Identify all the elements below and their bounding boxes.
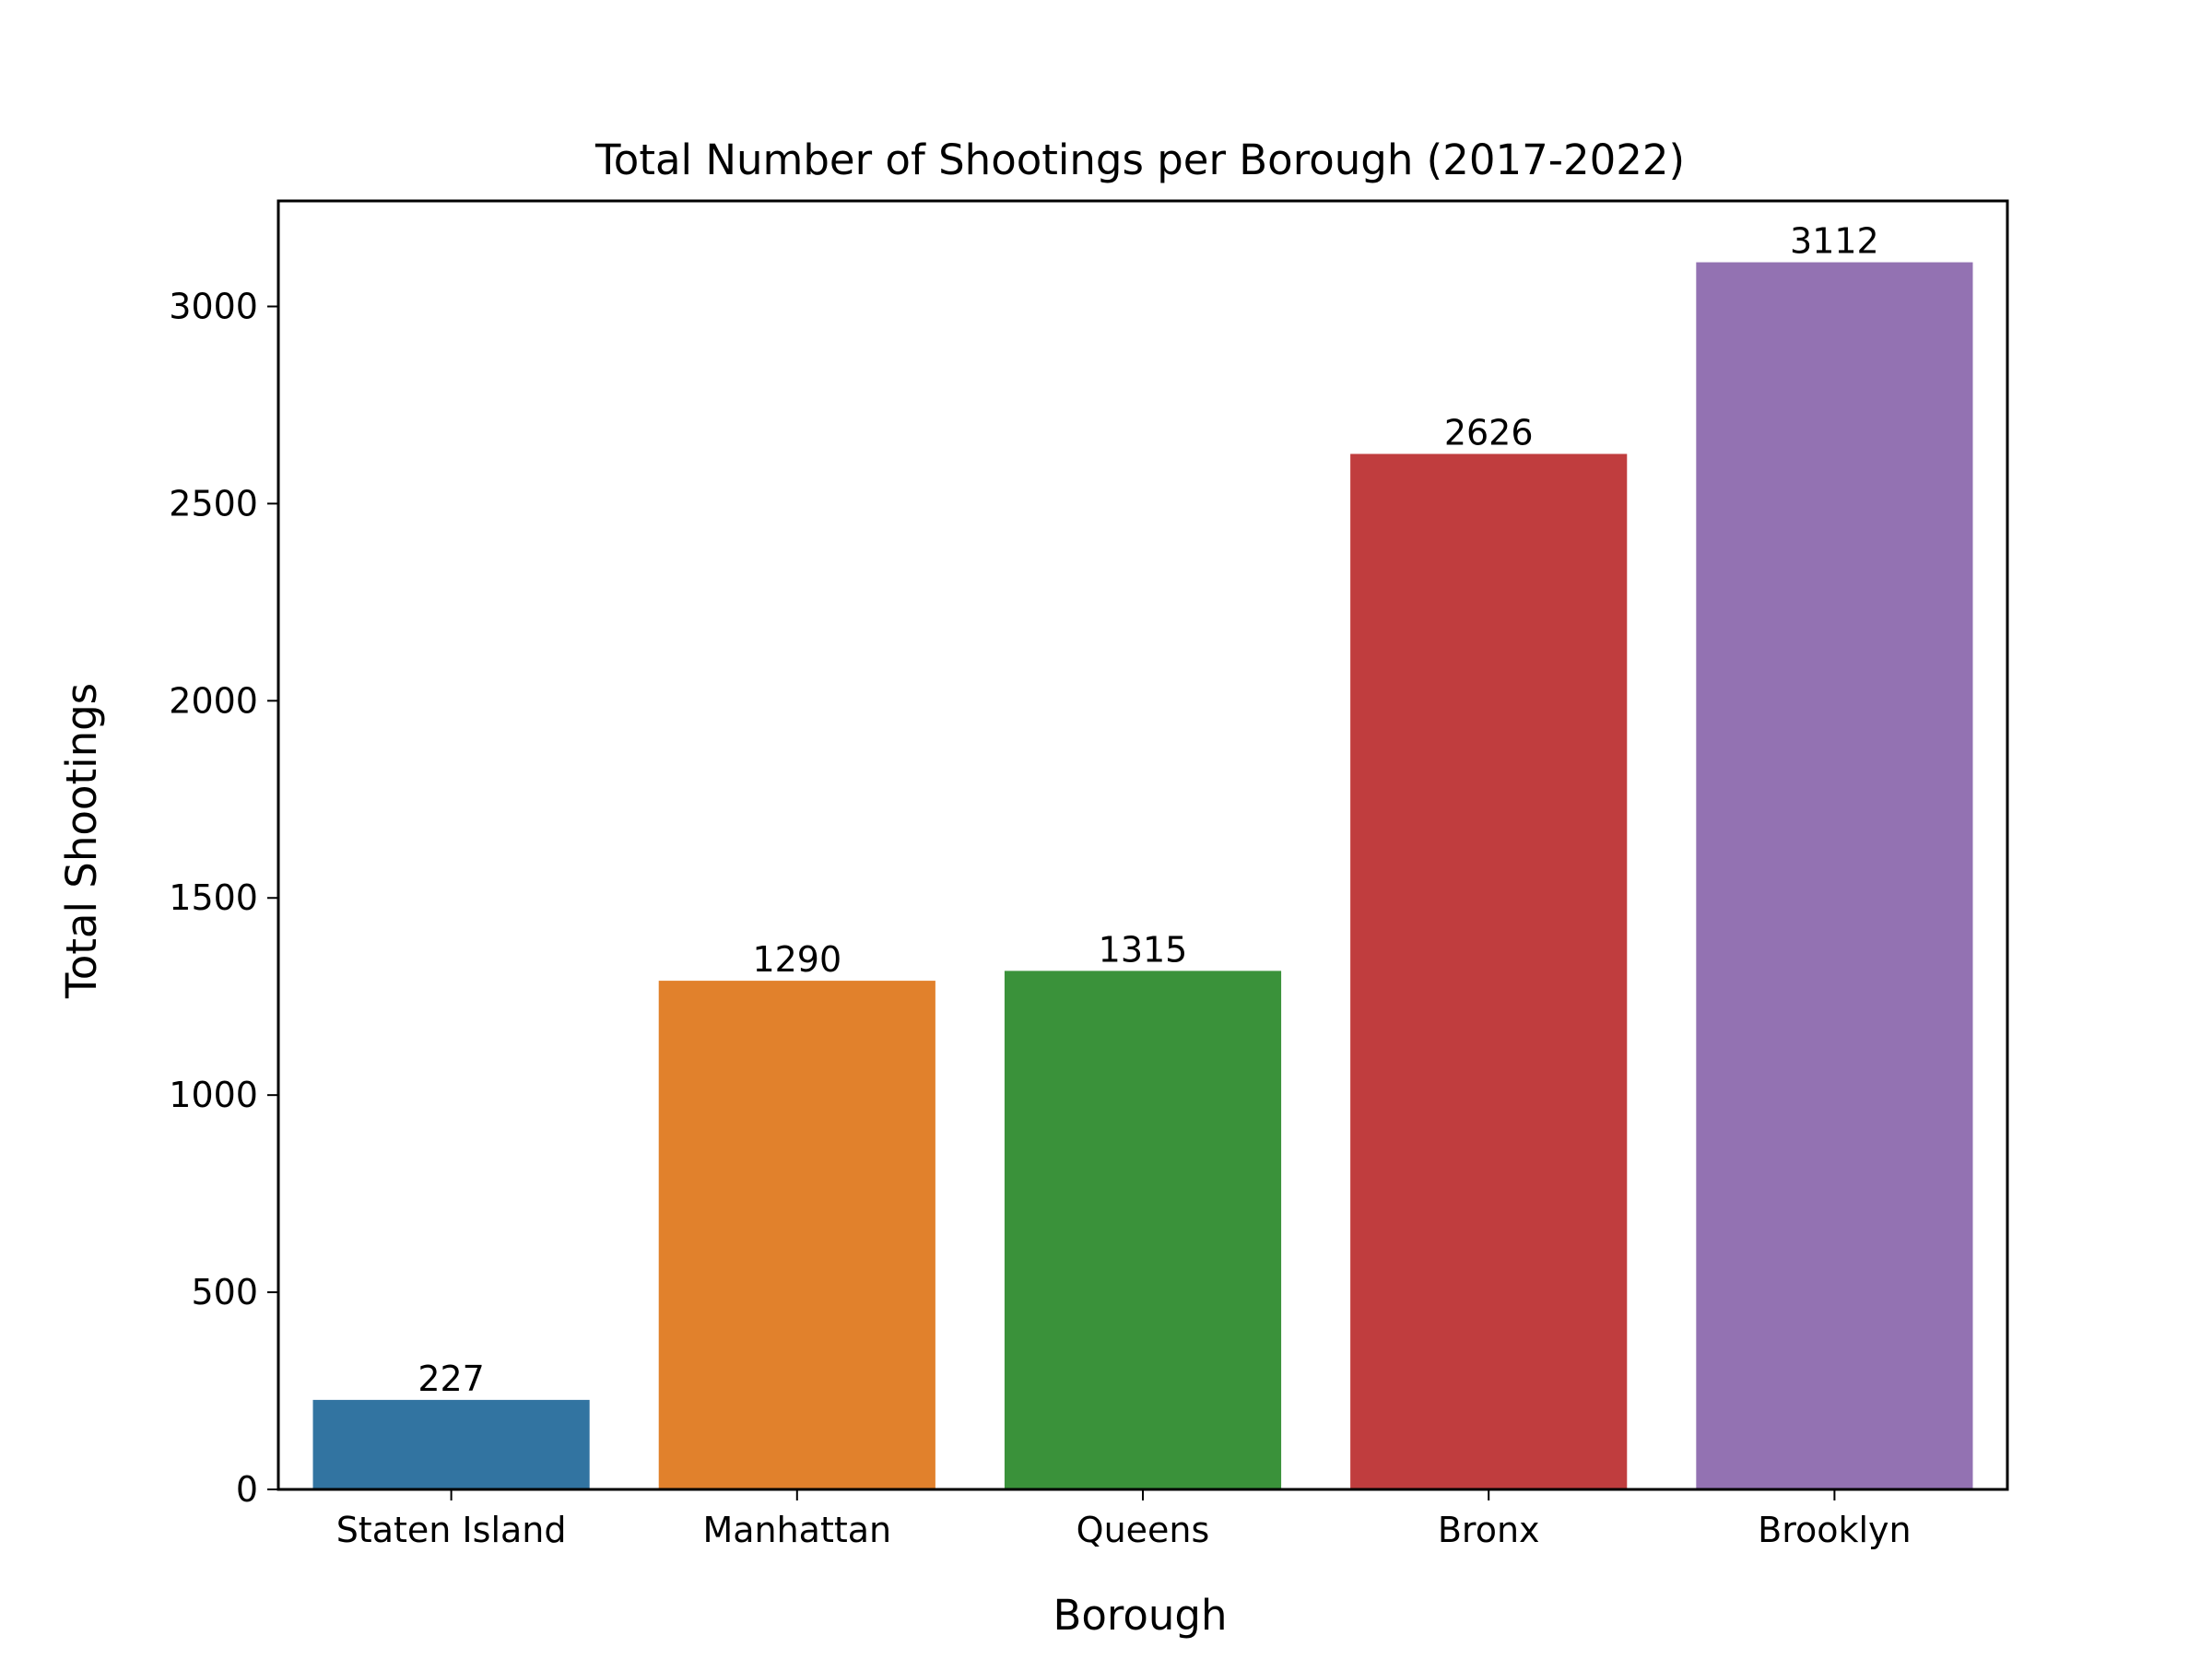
bar-staten-island [312, 1399, 590, 1489]
y-tick-label: 1500 [169, 877, 258, 918]
chart-title: Total Number of Shootings per Borough (2… [594, 135, 1685, 184]
bar-queens [1004, 971, 1282, 1489]
data-label: 227 [418, 1359, 485, 1399]
y-tick-label: 0 [236, 1469, 258, 1510]
bar-manhattan [658, 981, 935, 1489]
x-axis: Staten Island Manhattan Queens Bronx Brookly… [336, 1489, 1912, 1550]
data-label: 1290 [752, 939, 841, 980]
y-axis-title: Total Shootings [57, 683, 106, 999]
x-tick-label: Queens [1077, 1510, 1210, 1550]
y-tick-label: 1000 [169, 1075, 258, 1115]
x-tick-label: Brooklyn [1758, 1510, 1912, 1550]
x-tick-label: Bronx [1438, 1510, 1540, 1550]
y-tick-label: 500 [191, 1272, 258, 1312]
y-tick-label: 2500 [169, 483, 258, 524]
x-tick-label: Staten Island [336, 1510, 567, 1550]
bar-brooklyn [1696, 262, 1973, 1490]
bar-bronx [1350, 453, 1628, 1489]
data-label: 1315 [1099, 929, 1188, 970]
y-axis: 0 500 1000 1500 2000 2500 3000 [169, 286, 278, 1510]
y-tick-label: 3000 [169, 286, 258, 326]
bars-group: 227 1290 1315 2626 3112 [312, 221, 1973, 1490]
plot-frame [276, 199, 2009, 1491]
data-label: 3112 [1790, 221, 1879, 262]
y-tick-label: 2000 [169, 680, 258, 721]
x-tick-label: Manhattan [702, 1510, 891, 1550]
x-axis-title: Borough [1053, 1591, 1227, 1640]
data-label: 2626 [1444, 413, 1534, 453]
